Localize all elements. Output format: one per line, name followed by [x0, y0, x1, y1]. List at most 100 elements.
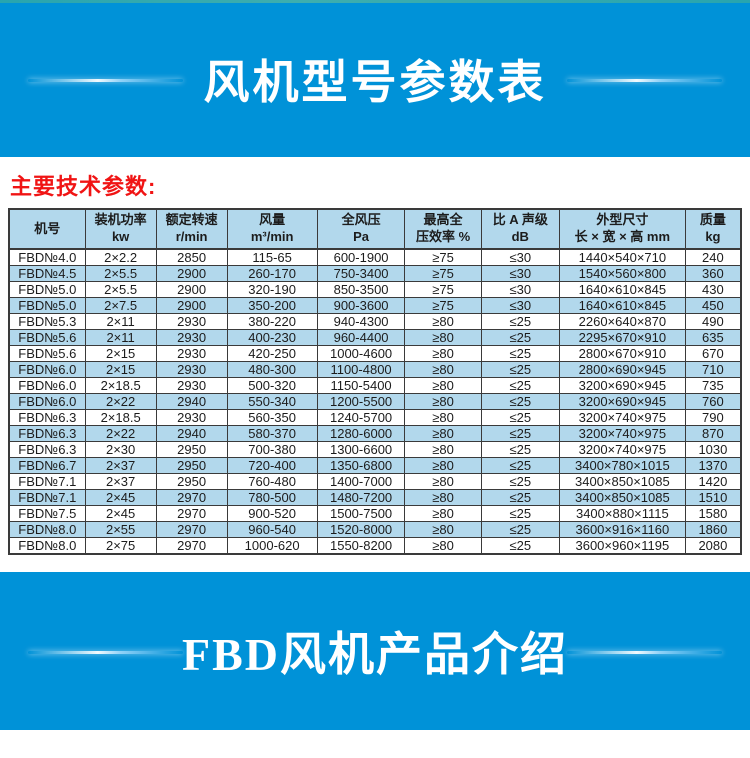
cell: 2950 — [155, 441, 228, 458]
cell: 1640×610×845 — [558, 297, 686, 314]
cell: 1420 — [684, 473, 742, 490]
cell: 1500-7500 — [316, 505, 406, 522]
cell: 3400×780×1015 — [558, 457, 686, 474]
column-header: 额定转速 r/min — [155, 208, 228, 250]
column-title: 全风压 — [341, 212, 381, 228]
decorative-line-right — [567, 78, 722, 82]
cell: FBD№5.3 — [8, 313, 86, 330]
cell: ≥80 — [404, 425, 482, 442]
column-unit: Pa — [353, 229, 370, 244]
cell: ≤25 — [480, 377, 560, 394]
cell: ≥80 — [404, 505, 482, 522]
cell: 1100-4800 — [316, 361, 406, 378]
column-title: 外型尺寸 — [596, 212, 649, 228]
cell: 1030 — [684, 441, 742, 458]
cell: ≥75 — [404, 297, 482, 314]
cell: ≤25 — [480, 537, 560, 555]
cell: 500-320 — [226, 377, 318, 394]
cell: 635 — [684, 329, 742, 346]
column-header: 风量 m³/min — [226, 208, 318, 250]
cell: 1480-7200 — [316, 489, 406, 506]
page-title: 风机型号参数表 — [203, 55, 547, 108]
cell: 2930 — [155, 409, 228, 426]
decorative-line-left — [28, 651, 183, 654]
cell: 2×22 — [84, 425, 157, 442]
cell: FBD№6.3 — [8, 425, 86, 442]
table-body: FBD№4.0 2×2.2 2850 115-65 600-1900 ≥75 ≤30 1440… — [8, 248, 742, 555]
decorative-line-right — [567, 651, 722, 654]
table-row: FBD№5.6 2×15 2930 420-250 1000-4600 ≥80 ≤25 280… — [8, 345, 742, 362]
main-content: 主要技术参数: 机号 装机功率 kw 额定转速 r/min 风量 m³/min 全风压 Pa 最高… — [0, 157, 750, 555]
cell: 480-300 — [226, 361, 318, 378]
cell: 2×7.5 — [84, 297, 157, 314]
cell: 2×18.5 — [84, 409, 157, 426]
cell: 2930 — [155, 377, 228, 394]
cell: 2×45 — [84, 505, 157, 522]
table-row: FBD№4.5 2×5.5 2900 260-170 750-3400 ≥75 ≤30 154… — [8, 265, 742, 282]
column-header: 外型尺寸长 × 宽 × 高 mm — [558, 208, 686, 250]
bottom-banner: FBD风机产品介绍 — [0, 572, 750, 730]
cell: 850-3500 — [316, 281, 406, 298]
cell: 2940 — [155, 393, 228, 410]
cell: 2×75 — [84, 537, 157, 555]
column-title: 质量 — [699, 212, 726, 228]
cell: FBD№8.0 — [8, 521, 86, 538]
cell: 960-540 — [226, 521, 318, 538]
cell: FBD№6.3 — [8, 441, 86, 458]
bottom-banner-title: FBD风机产品介绍 — [182, 629, 568, 680]
cell: 2900 — [155, 281, 228, 298]
table-row: FBD№6.3 2×30 2950 700-380 1300-6600 ≥80 ≤25 320… — [8, 441, 742, 458]
cell: FBD№8.0 — [8, 537, 86, 555]
cell: 360 — [684, 265, 742, 282]
column-header: 比 A 声级 dB — [480, 208, 560, 250]
cell: 700-380 — [226, 441, 318, 458]
cell: 115-65 — [226, 248, 318, 266]
cell: 2×11 — [84, 329, 157, 346]
cell: 550-340 — [226, 393, 318, 410]
cell: ≤25 — [480, 345, 560, 362]
cell: 2930 — [155, 313, 228, 330]
cell: 1300-6600 — [316, 441, 406, 458]
cell: 2930 — [155, 329, 228, 346]
column-title: 机号 — [34, 220, 61, 236]
cell: ≥80 — [404, 441, 482, 458]
cell: 2850 — [155, 248, 228, 266]
top-banner: 风机型号参数表 — [0, 0, 750, 157]
cell: 2930 — [155, 361, 228, 378]
cell: 2800×670×910 — [558, 345, 686, 362]
cell: 2×15 — [84, 361, 157, 378]
table-row: FBD№4.0 2×2.2 2850 115-65 600-1900 ≥75 ≤30 1440… — [8, 248, 742, 266]
column-unit: dB — [511, 229, 529, 244]
cell: FBD№7.5 — [8, 505, 86, 522]
cell: 430 — [684, 281, 742, 298]
cell: ≥80 — [404, 361, 482, 378]
cell: ≥80 — [404, 473, 482, 490]
cell: 760-480 — [226, 473, 318, 490]
cell: ≤30 — [480, 281, 560, 298]
cell: 710 — [684, 361, 742, 378]
table-row: FBD№6.3 2×22 2940 580-370 1280-6000 ≥80 ≤25 320… — [8, 425, 742, 442]
cell: 2×45 — [84, 489, 157, 506]
cell: 1550-8200 — [316, 537, 406, 555]
cell: 580-370 — [226, 425, 318, 442]
cell: 2×55 — [84, 521, 157, 538]
cell: 420-250 — [226, 345, 318, 362]
cell: ≥80 — [404, 409, 482, 426]
cell: 2×2.2 — [84, 248, 157, 266]
table-row: FBD№6.7 2×37 2950 720-400 1350-6800 ≥80 ≤25 340… — [8, 457, 742, 474]
cell: 2970 — [155, 537, 228, 555]
column-title: 最高全 — [423, 212, 463, 228]
cell: 3200×690×945 — [558, 393, 686, 410]
cell: ≤25 — [480, 425, 560, 442]
cell: 1860 — [684, 521, 742, 538]
cell: ≤25 — [480, 409, 560, 426]
column-title: 比 A 声级 — [492, 212, 548, 228]
table-header-row: 机号 装机功率 kw 额定转速 r/min 风量 m³/min 全风压 Pa 最高全 压效率 % 比 … — [8, 208, 742, 250]
cell: 240 — [684, 248, 742, 266]
cell: 2×11 — [84, 313, 157, 330]
cell: 380-220 — [226, 313, 318, 330]
cell: ≥75 — [404, 281, 482, 298]
cell: 2260×640×870 — [558, 313, 686, 330]
column-unit: 压效率 % — [415, 229, 471, 244]
cell: 2930 — [155, 345, 228, 362]
